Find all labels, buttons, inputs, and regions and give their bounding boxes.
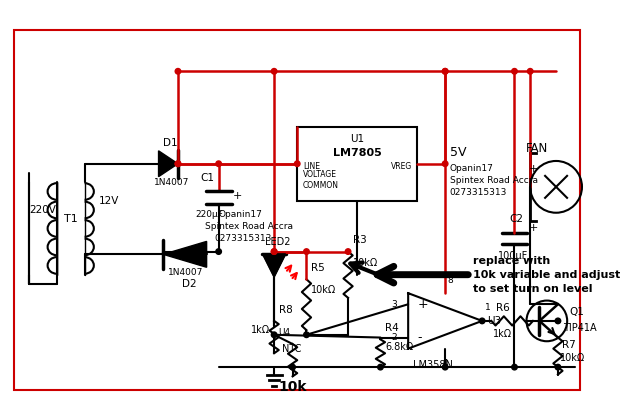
Text: R4: R4 xyxy=(385,323,399,333)
Circle shape xyxy=(479,318,485,323)
Circle shape xyxy=(555,318,561,323)
Text: COMMON: COMMON xyxy=(303,181,339,189)
Text: 220V: 220V xyxy=(29,205,56,215)
Circle shape xyxy=(442,69,448,74)
Circle shape xyxy=(271,249,277,254)
Polygon shape xyxy=(163,241,207,267)
Circle shape xyxy=(555,365,561,370)
Text: 12V: 12V xyxy=(99,196,119,206)
Text: Q1: Q1 xyxy=(569,307,584,317)
Text: D1: D1 xyxy=(163,138,178,148)
Text: +: + xyxy=(529,223,538,233)
Text: Opanin17: Opanin17 xyxy=(219,210,262,219)
Circle shape xyxy=(290,365,296,370)
Circle shape xyxy=(175,161,180,166)
Text: replace with: replace with xyxy=(473,256,550,266)
Text: 6.8kΩ: 6.8kΩ xyxy=(385,342,413,352)
Text: LM358N: LM358N xyxy=(413,360,452,370)
Text: Spintex Road Accra: Spintex Road Accra xyxy=(450,176,538,185)
Text: 1kΩ: 1kΩ xyxy=(251,325,270,335)
Circle shape xyxy=(216,249,221,254)
Polygon shape xyxy=(159,151,178,177)
Polygon shape xyxy=(263,254,285,277)
Text: 0273315313: 0273315313 xyxy=(214,234,271,243)
Text: T1: T1 xyxy=(64,214,77,224)
Text: 10k: 10k xyxy=(279,380,307,394)
Text: U4: U4 xyxy=(279,328,291,337)
Text: R5: R5 xyxy=(311,263,325,273)
Circle shape xyxy=(304,249,309,254)
Text: R8: R8 xyxy=(279,305,292,315)
Text: VREG: VREG xyxy=(390,162,412,171)
Text: R3: R3 xyxy=(353,235,367,246)
Circle shape xyxy=(378,365,383,370)
Circle shape xyxy=(175,69,180,74)
Text: 4: 4 xyxy=(442,359,448,368)
Text: 1N4007: 1N4007 xyxy=(154,178,189,187)
Text: C1: C1 xyxy=(200,173,214,183)
Text: Opanin17: Opanin17 xyxy=(450,164,493,173)
Polygon shape xyxy=(408,293,482,349)
Text: D2: D2 xyxy=(182,279,196,289)
Text: U3: U3 xyxy=(487,316,501,326)
Text: 10k variable and adjust: 10k variable and adjust xyxy=(473,270,620,279)
Text: +: + xyxy=(529,164,538,174)
Text: NTC: NTC xyxy=(282,344,301,354)
Circle shape xyxy=(294,161,300,166)
Text: +: + xyxy=(232,191,242,201)
Text: 2: 2 xyxy=(392,333,397,342)
Circle shape xyxy=(442,69,448,74)
Circle shape xyxy=(512,365,517,370)
Text: TIP41A: TIP41A xyxy=(563,323,596,333)
Circle shape xyxy=(271,249,277,254)
Text: VOLTAGE: VOLTAGE xyxy=(303,171,337,179)
Circle shape xyxy=(442,365,448,370)
Text: 5V: 5V xyxy=(450,146,467,159)
Text: 8: 8 xyxy=(447,276,452,285)
Text: 3: 3 xyxy=(391,300,397,309)
Text: R6: R6 xyxy=(496,303,509,313)
Circle shape xyxy=(512,69,517,74)
Circle shape xyxy=(527,69,533,74)
Text: C2: C2 xyxy=(510,214,524,224)
Text: 1kΩ: 1kΩ xyxy=(493,329,513,339)
Text: U1: U1 xyxy=(350,134,364,144)
Text: LED2: LED2 xyxy=(265,237,291,247)
Text: 10kΩ: 10kΩ xyxy=(560,353,585,363)
Circle shape xyxy=(216,161,221,166)
Text: LM7805: LM7805 xyxy=(333,147,381,158)
Circle shape xyxy=(304,332,309,338)
Text: to set turn on level: to set turn on level xyxy=(473,284,593,294)
Text: 0273315313: 0273315313 xyxy=(450,188,507,197)
Text: -: - xyxy=(417,331,422,344)
Text: R7: R7 xyxy=(562,340,575,350)
FancyBboxPatch shape xyxy=(297,127,417,201)
Circle shape xyxy=(271,332,277,338)
Text: 10kΩ: 10kΩ xyxy=(311,285,337,295)
Text: 100μF: 100μF xyxy=(498,251,528,261)
Text: 1N4007: 1N4007 xyxy=(168,268,203,277)
Text: 1: 1 xyxy=(485,303,491,313)
Text: +: + xyxy=(417,298,428,311)
Circle shape xyxy=(442,161,448,166)
Text: FAN: FAN xyxy=(525,142,548,155)
Text: 220μF: 220μF xyxy=(196,210,223,219)
Circle shape xyxy=(175,161,180,166)
Circle shape xyxy=(271,69,277,74)
Text: 10kΩ: 10kΩ xyxy=(353,258,378,268)
Text: Spintex Road Accra: Spintex Road Accra xyxy=(205,222,292,231)
Text: LINE: LINE xyxy=(303,162,320,171)
Circle shape xyxy=(346,249,351,254)
